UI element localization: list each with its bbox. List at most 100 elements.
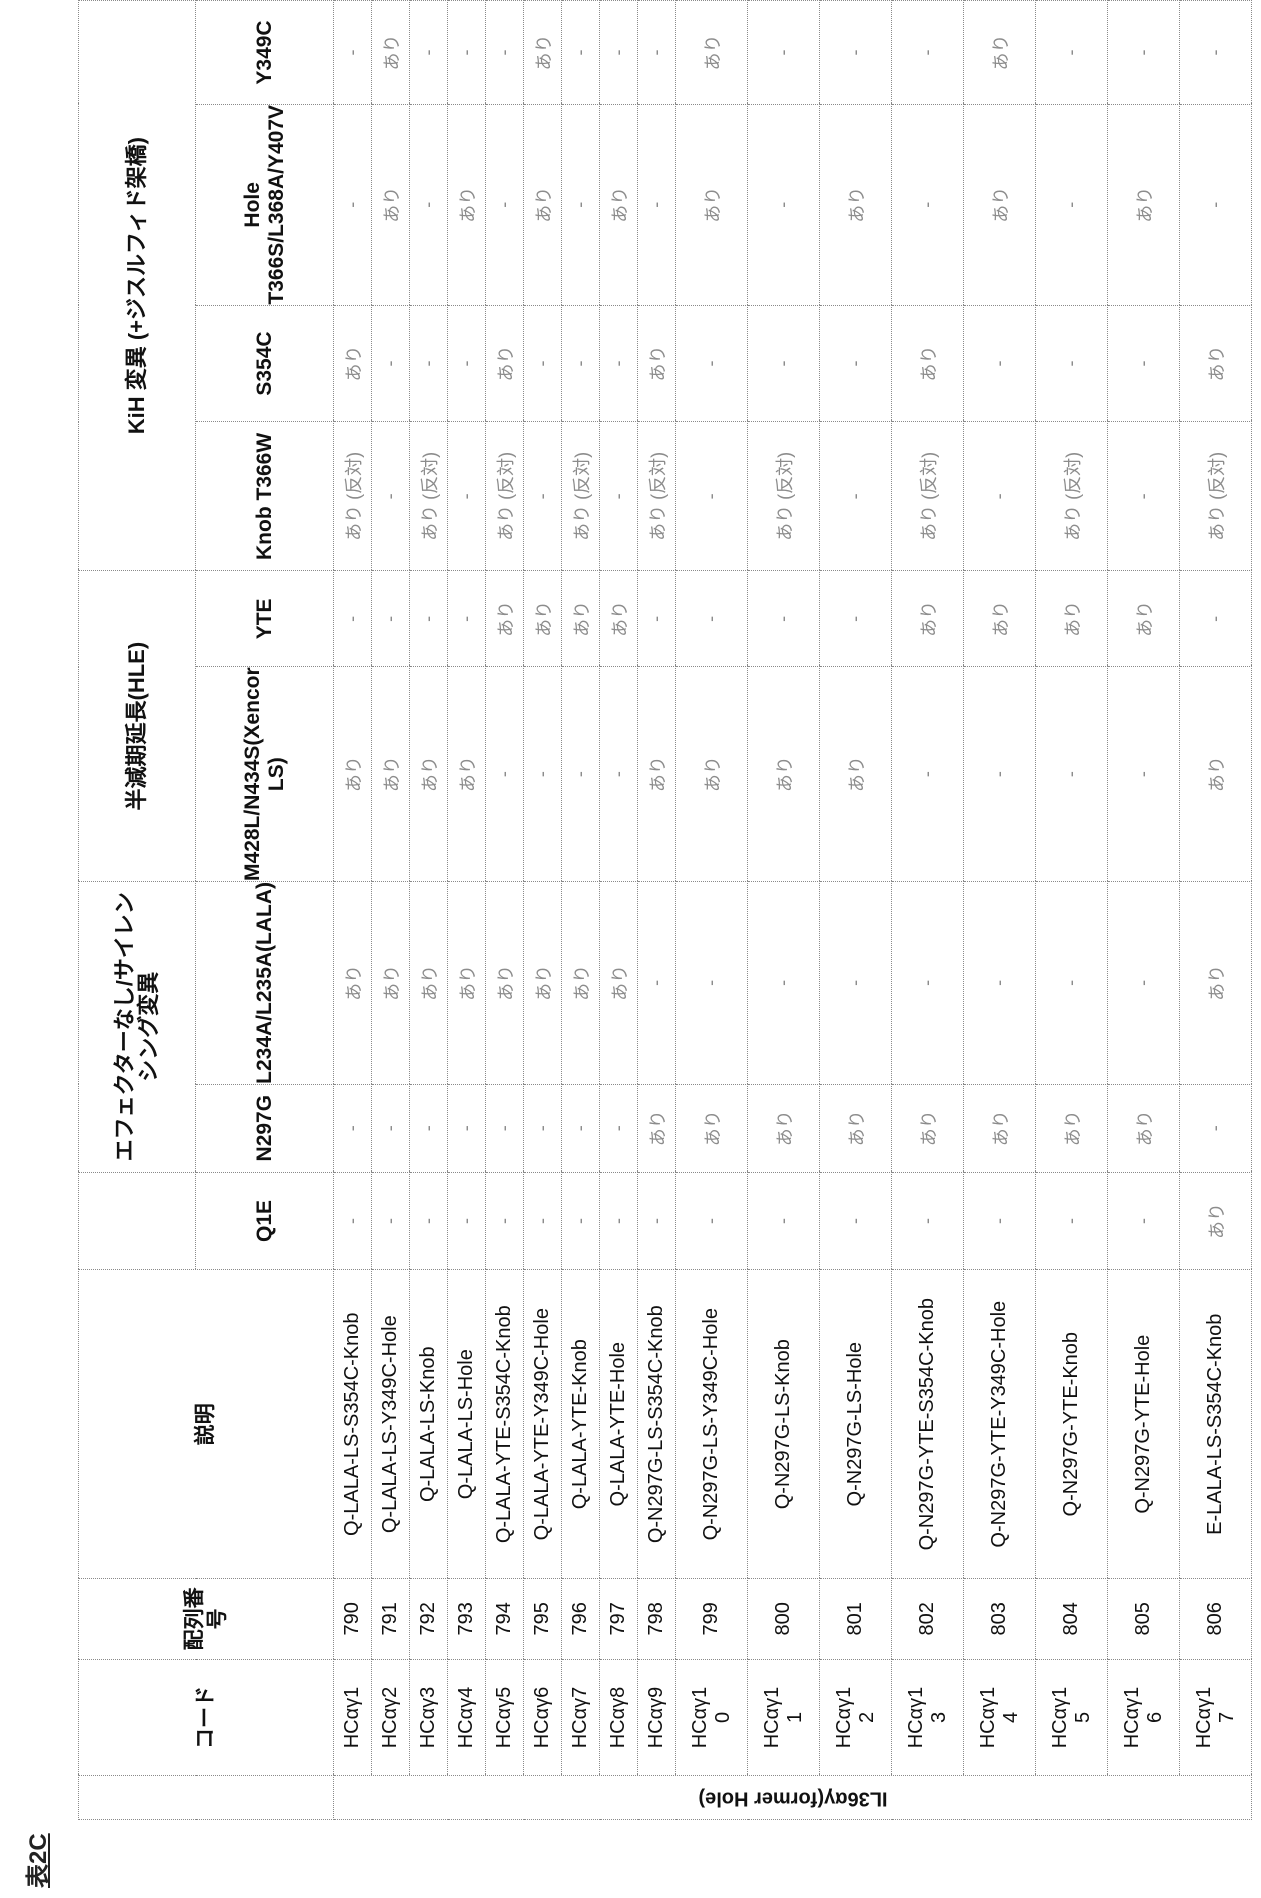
cell-n297g: - [600, 1084, 638, 1172]
cell-code-text: HCαγ7 [569, 1685, 592, 1749]
cell-knob: あり (反対) [562, 422, 600, 571]
cell-q1e: - [448, 1172, 486, 1270]
cell-code-text: HCαγ8 [607, 1685, 630, 1749]
table-label: 表2C [18, 1833, 53, 1888]
cell-description: Q-N297G-LS-Knob [748, 1270, 820, 1579]
cell-q1e: - [334, 1172, 372, 1270]
header-code: コード [79, 1659, 334, 1776]
cell-q1e: - [524, 1172, 562, 1270]
cell-seq-no: 796 [562, 1579, 600, 1660]
cell-q1e: - [1036, 1172, 1108, 1270]
cell-hole: - [334, 104, 372, 305]
cell-seq-no: 800 [748, 1579, 820, 1660]
cell-seq-no: 802 [892, 1579, 964, 1660]
cell-hole: あり [372, 104, 410, 305]
cell-hole: - [1036, 104, 1108, 305]
cell-yte: あり [1108, 571, 1180, 667]
cell-yte: - [820, 571, 892, 667]
header-blank [79, 1776, 334, 1820]
cell-n297g: - [410, 1084, 448, 1172]
cell-hole: あり [524, 104, 562, 305]
cell-hole: - [486, 104, 524, 305]
cell-y349c: あり [524, 1, 562, 105]
table-row: HCαγ16805Q-N297G-YTE-Hole-あり--あり--あり- [1108, 1, 1180, 1820]
cell-description: Q-N297G-LS-Hole [820, 1270, 892, 1579]
cell-ls: あり [1180, 667, 1252, 882]
table-row: HCαγ11800Q-N297G-LS-Knob-あり-あり-あり (反対)--… [748, 1, 820, 1820]
cell-description: Q-N297G-YTE-S354C-Knob [892, 1270, 964, 1579]
cell-yte: - [748, 571, 820, 667]
cell-code: HCαγ9 [638, 1659, 676, 1776]
cell-ls: - [562, 667, 600, 882]
table-body: IL36αγ(former Hole)HCαγ1790Q-LALA-LS-S35… [334, 1, 1252, 1820]
cell-ls: あり [372, 667, 410, 882]
cell-n297g: - [562, 1084, 600, 1172]
cell-lala: あり [410, 881, 448, 1084]
cell-y349c: - [748, 1, 820, 105]
cell-ls: - [600, 667, 638, 882]
cell-yte: あり [562, 571, 600, 667]
cell-s354c: - [600, 305, 638, 422]
table-row: HCαγ5794Q-LALA-YTE-S354C-Knob--あり-ありあり (… [486, 1, 524, 1820]
table-row: HCαγ6795Q-LALA-YTE-Y349C-Hole--あり-あり--あり… [524, 1, 562, 1820]
cell-s354c: - [964, 305, 1036, 422]
cell-code: HCαγ8 [600, 1659, 638, 1776]
cell-n297g: あり [638, 1084, 676, 1172]
cell-q1e: - [676, 1172, 748, 1270]
cell-n297g: - [372, 1084, 410, 1172]
cell-ls: あり [638, 667, 676, 882]
header-hle-group: 半減期延長(HLE) [79, 571, 196, 882]
cell-y349c: - [600, 1, 638, 105]
cell-seq-no: 792 [410, 1579, 448, 1660]
cell-knob: - [964, 422, 1036, 571]
cell-s354c: あり [486, 305, 524, 422]
cell-n297g: - [486, 1084, 524, 1172]
cell-knob: あり (反対) [486, 422, 524, 571]
cell-yte: - [448, 571, 486, 667]
cell-code: HCαγ1 [334, 1659, 372, 1776]
cell-q1e: - [892, 1172, 964, 1270]
header-kih-group: KiH 変異 (+ジスルフィド架橋) [79, 1, 196, 571]
cell-ls: - [524, 667, 562, 882]
cell-description: Q-LALA-YTE-Hole [600, 1270, 638, 1579]
cell-y349c: - [1180, 1, 1252, 105]
cell-code-text: HCαγ12 [833, 1685, 879, 1749]
cell-y349c: - [486, 1, 524, 105]
cell-y349c: - [892, 1, 964, 105]
cell-knob: あり (反対) [748, 422, 820, 571]
cell-lala: - [964, 881, 1036, 1084]
cell-lala: - [748, 881, 820, 1084]
table-row: HCαγ2791Q-LALA-LS-Y349C-Hole--ありあり---ありあ… [372, 1, 410, 1820]
cell-yte: - [676, 571, 748, 667]
table-row: HCαγ14803Q-N297G-YTE-Y349C-Hole-あり--あり--… [964, 1, 1036, 1820]
cell-y349c: - [448, 1, 486, 105]
cell-n297g: - [524, 1084, 562, 1172]
cell-ls: あり [748, 667, 820, 882]
table-row: HCαγ17806E-LALA-LS-S354C-Knobあり-ありあり-あり … [1180, 1, 1252, 1820]
cell-code-text: HCαγ3 [417, 1685, 440, 1749]
cell-hole: - [892, 104, 964, 305]
cell-knob: あり (反対) [1180, 422, 1252, 571]
cell-code: HCαγ17 [1180, 1659, 1252, 1776]
cell-code: HCαγ2 [372, 1659, 410, 1776]
cell-knob: あり (反対) [410, 422, 448, 571]
cell-ls: あり [820, 667, 892, 882]
cell-q1e: - [410, 1172, 448, 1270]
cell-q1e: - [1108, 1172, 1180, 1270]
header-y349c: Y349C [196, 1, 334, 105]
cell-q1e: - [562, 1172, 600, 1270]
header-hole: Hole T366S/L368A/Y407V [196, 104, 334, 305]
cell-knob: - [448, 422, 486, 571]
cell-lala: あり [562, 881, 600, 1084]
cell-y349c: - [1036, 1, 1108, 105]
cell-code-text: HCαγ1 [341, 1685, 364, 1749]
cell-lala: あり [486, 881, 524, 1084]
cell-lala: あり [334, 881, 372, 1084]
cell-code: HCαγ14 [964, 1659, 1036, 1776]
cell-lala: - [1036, 881, 1108, 1084]
cell-knob: - [1108, 422, 1180, 571]
cell-code: HCαγ4 [448, 1659, 486, 1776]
cell-code: HCαγ12 [820, 1659, 892, 1776]
cell-hole: - [638, 104, 676, 305]
